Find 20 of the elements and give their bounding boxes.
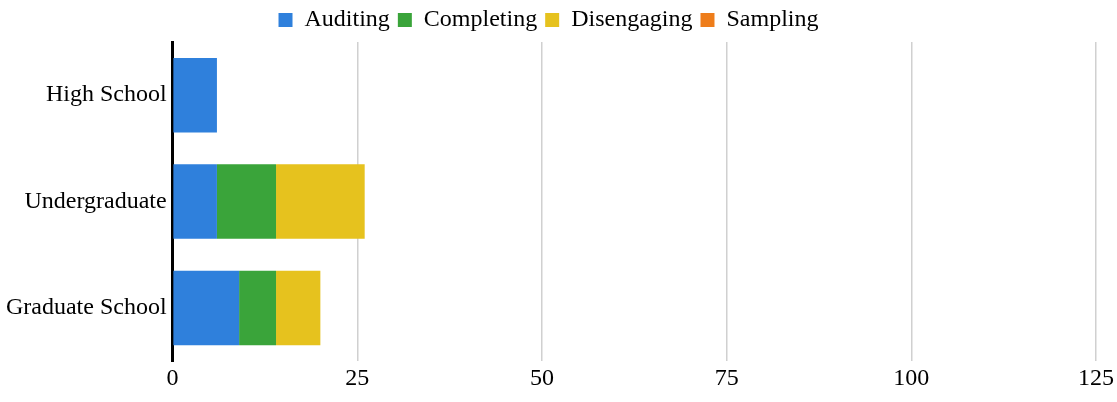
x-tick-label: 75 [714, 363, 739, 390]
y-tick-label: Graduate School [5, 293, 167, 320]
x-tick-label: 100 [893, 363, 930, 390]
x-tick-label: 50 [529, 363, 554, 390]
bar [276, 164, 365, 239]
bar [173, 57, 217, 133]
legend-label: Auditing [304, 5, 390, 32]
y-tick-label: High School [45, 80, 167, 107]
x-tick-label: 0 [166, 363, 179, 390]
legend-label: Completing [423, 5, 538, 32]
legend-label: Sampling [726, 5, 819, 32]
x-tick-label: 25 [345, 363, 370, 390]
x-tick-label: 125 [1078, 363, 1114, 390]
bar [276, 270, 321, 346]
bar [173, 270, 240, 346]
bar [173, 164, 217, 239]
bar [239, 270, 277, 346]
bar [216, 164, 277, 239]
legend-label: Disengaging [571, 5, 693, 32]
y-tick-label: Undergraduate [24, 186, 167, 213]
